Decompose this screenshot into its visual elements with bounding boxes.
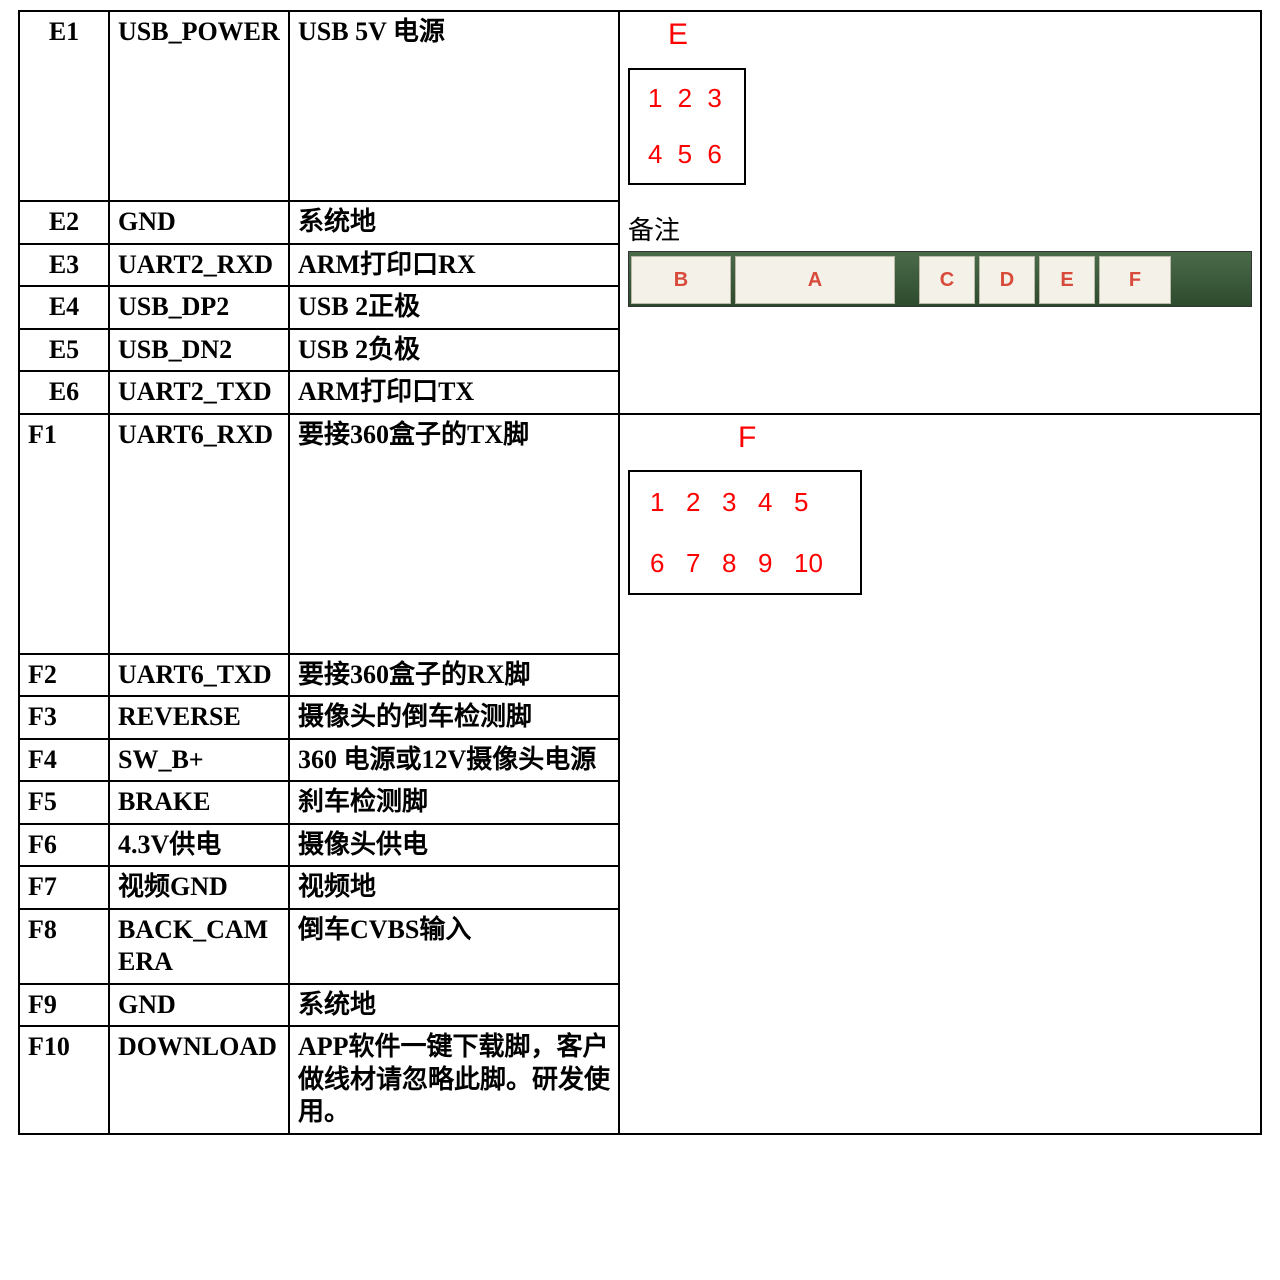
connector-block-e: E	[1039, 256, 1095, 304]
connector-f-label: F	[738, 419, 1252, 457]
desc-cell: USB 5V 电源	[289, 11, 619, 201]
signal-cell: 视频GND	[109, 866, 289, 909]
pin-cell: F3	[19, 696, 109, 739]
signal-cell: UART2_RXD	[109, 244, 289, 287]
connector-block-c: C	[919, 256, 975, 304]
pinout-table: E1 USB_POWER USB 5V 电源 E 1 2 3 4 5 6 备注 …	[18, 10, 1262, 1135]
table-row: E1 USB_POWER USB 5V 电源 E 1 2 3 4 5 6 备注 …	[19, 11, 1261, 201]
pin-cell: F9	[19, 984, 109, 1027]
connector-block-a: A	[735, 256, 895, 304]
signal-cell: BACK_CAMERA	[109, 909, 289, 984]
pin-cell: F6	[19, 824, 109, 867]
connector-block-d: D	[979, 256, 1035, 304]
signal-cell: GND	[109, 984, 289, 1027]
connector-block-b: B	[631, 256, 731, 304]
signal-cell: GND	[109, 201, 289, 244]
connector-strip: B A C D E F	[628, 251, 1252, 307]
desc-cell: 要接360盒子的RX脚	[289, 654, 619, 697]
pin-cell: E5	[19, 329, 109, 372]
pin-cell: E6	[19, 371, 109, 414]
desc-cell: 视频地	[289, 866, 619, 909]
pin-cell: E3	[19, 244, 109, 287]
connector-e-row1: 1 2 3	[648, 82, 726, 115]
pin-cell: F2	[19, 654, 109, 697]
signal-cell: USB_DP2	[109, 286, 289, 329]
signal-cell: DOWNLOAD	[109, 1026, 289, 1134]
pin-cell: F10	[19, 1026, 109, 1134]
diagram-e-cell: E 1 2 3 4 5 6 备注 B A C D E F	[619, 11, 1261, 414]
diagram-f-cell: F 12345 678910	[619, 414, 1261, 1134]
connector-f-pinbox: 12345 678910	[628, 470, 862, 595]
desc-cell: ARM打印口TX	[289, 371, 619, 414]
desc-cell: 刹车检测脚	[289, 781, 619, 824]
connector-e-pinbox: 1 2 3 4 5 6	[628, 68, 746, 185]
desc-cell: 360 电源或12V摄像头电源	[289, 739, 619, 782]
connector-e-row2: 4 5 6	[648, 138, 726, 171]
signal-cell: UART2_TXD	[109, 371, 289, 414]
desc-cell: 系统地	[289, 984, 619, 1027]
desc-cell: 系统地	[289, 201, 619, 244]
signal-cell: USB_POWER	[109, 11, 289, 201]
connector-f-row1: 12345	[650, 486, 840, 519]
pin-cell: F4	[19, 739, 109, 782]
signal-cell: 4.3V供电	[109, 824, 289, 867]
pin-cell: E2	[19, 201, 109, 244]
signal-cell: USB_DN2	[109, 329, 289, 372]
note-label: 备注	[628, 215, 1252, 248]
table-row: F1 UART6_RXD 要接360盒子的TX脚 F 12345 678910	[19, 414, 1261, 654]
signal-cell: REVERSE	[109, 696, 289, 739]
desc-cell: APP软件一键下载脚，客户做线材请忽略此脚。研发使用。	[289, 1026, 619, 1134]
desc-cell: USB 2正极	[289, 286, 619, 329]
connector-block-f: F	[1099, 256, 1171, 304]
desc-cell: 倒车CVBS输入	[289, 909, 619, 984]
signal-cell: UART6_TXD	[109, 654, 289, 697]
connector-e-label: E	[668, 16, 1252, 54]
signal-cell: BRAKE	[109, 781, 289, 824]
signal-cell: UART6_RXD	[109, 414, 289, 654]
desc-cell: USB 2负极	[289, 329, 619, 372]
pin-cell: F1	[19, 414, 109, 654]
signal-cell: SW_B+	[109, 739, 289, 782]
connector-f-row2: 678910	[650, 547, 840, 580]
pin-cell: E4	[19, 286, 109, 329]
pin-cell: F8	[19, 909, 109, 984]
desc-cell: 摄像头供电	[289, 824, 619, 867]
desc-cell: ARM打印口RX	[289, 244, 619, 287]
pin-cell: F5	[19, 781, 109, 824]
desc-cell: 要接360盒子的TX脚	[289, 414, 619, 654]
pin-cell: E1	[19, 11, 109, 201]
desc-cell: 摄像头的倒车检测脚	[289, 696, 619, 739]
pin-cell: F7	[19, 866, 109, 909]
